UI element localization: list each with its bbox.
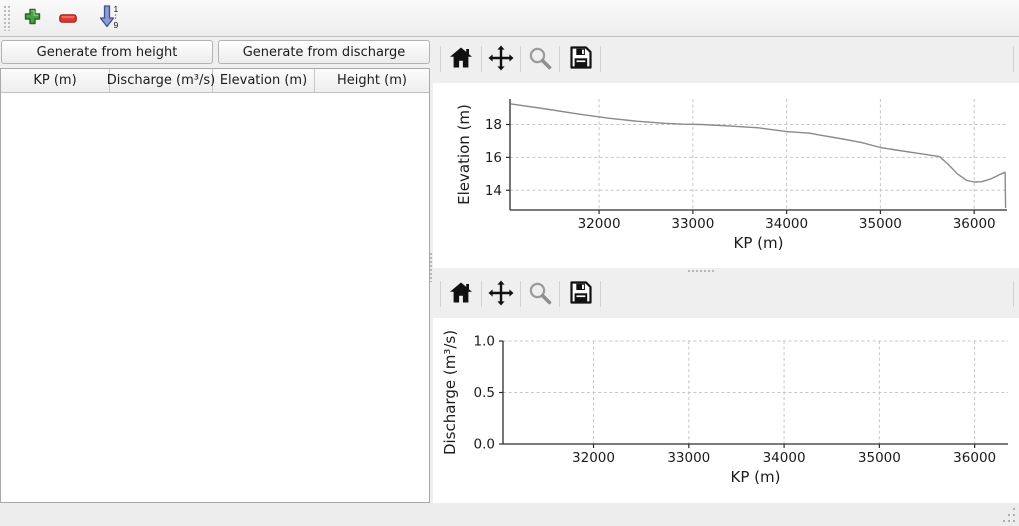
pan-icon [488, 280, 514, 309]
chart-figure: 32000 33000 34000 35000 36000 0.0 0.5 1.0 KP (m)… [441, 330, 1008, 486]
chart-figure: 32000 33000 34000 35000 36000 14 16 18 KP (m) Ele… [455, 99, 1007, 252]
vertical-splitter-handle[interactable] [429, 252, 433, 282]
y-tick-label: 1.0 [474, 334, 495, 350]
main-toolbar: 1 9 [0, 0, 1019, 37]
toolbar-separator [440, 281, 441, 307]
x-axis-label: KP (m) [734, 234, 784, 252]
plus-icon [24, 8, 41, 28]
y-tick-label: 0.5 [474, 385, 495, 401]
generate-from-discharge-button[interactable]: Generate from discharge [218, 40, 430, 64]
x-tick-label: 35000 [859, 216, 902, 232]
sort-descending-icon: 1 9 [97, 4, 120, 32]
toolbar-separator [600, 46, 601, 72]
save-button[interactable] [560, 278, 600, 310]
save-button[interactable] [560, 43, 600, 75]
home-button[interactable] [441, 43, 481, 75]
zoom-icon [527, 280, 553, 309]
profile-table: KP (m) Discharge (m³/s) Elevation (m) He… [0, 68, 430, 503]
x-tick-label: 35000 [858, 450, 901, 466]
zoom-icon [527, 45, 553, 74]
discharge-plot-canvas[interactable]: 32000 33000 34000 35000 36000 0.0 0.5 1.0 KP (m)… [433, 318, 1019, 503]
pan-icon [488, 45, 514, 74]
y-axis-label: Discharge (m³/s) [441, 330, 459, 455]
home-icon [449, 46, 473, 72]
save-icon [568, 280, 593, 308]
home-icon [449, 281, 473, 307]
pan-button[interactable] [482, 43, 520, 75]
column-header-kp[interactable]: KP (m) [1, 69, 110, 92]
x-tick-label: 36000 [953, 216, 996, 232]
generate-from-height-button[interactable]: Generate from height [1, 40, 213, 64]
add-row-button[interactable] [18, 4, 46, 32]
toolbar-separator [559, 46, 560, 72]
x-tick-label: 34000 [765, 216, 808, 232]
horizontal-splitter-handle[interactable] [687, 269, 715, 273]
toolbar-separator [600, 281, 601, 307]
x-tick-label: 36000 [953, 450, 996, 466]
y-tick-label: 0.0 [474, 437, 495, 453]
toolbar-grip[interactable] [3, 5, 10, 31]
table-body[interactable] [1, 93, 429, 502]
y-tick-label: 14 [485, 183, 502, 199]
toolbar-separator [481, 281, 482, 307]
resize-grip-icon[interactable] [1001, 506, 1017, 524]
x-tick-label: 34000 [763, 450, 806, 466]
save-icon [568, 45, 593, 73]
home-button[interactable] [441, 278, 481, 310]
column-header-discharge[interactable]: Discharge (m³/s) [107, 69, 215, 92]
toolbar-separator [1013, 281, 1014, 307]
toolbar-separator [1013, 46, 1014, 72]
elevation-plot-canvas[interactable]: 32000 33000 34000 35000 36000 14 16 18 KP (m) Ele… [433, 83, 1019, 268]
series-line-elevation-profile [510, 103, 1007, 209]
toolbar-separator [520, 46, 521, 72]
minus-icon [59, 11, 77, 26]
x-axis-label: KP (m) [731, 468, 781, 486]
x-tick-label: 33000 [667, 450, 710, 466]
x-tick-label: 32000 [572, 450, 615, 466]
pan-button[interactable] [482, 278, 520, 310]
y-tick-label: 18 [485, 117, 502, 133]
column-header-elevation[interactable]: Elevation (m) [213, 69, 315, 92]
sort-rows-button[interactable]: 1 9 [94, 4, 122, 32]
y-tick-label: 16 [485, 150, 502, 166]
discharge-plot-toolbar [433, 276, 1019, 312]
toolbar-separator [559, 281, 560, 307]
remove-row-button[interactable] [54, 4, 82, 32]
toolbar-separator [520, 281, 521, 307]
elevation-plot-toolbar [433, 41, 1019, 77]
zoom-button[interactable] [521, 278, 559, 310]
x-tick-label: 33000 [671, 216, 714, 232]
toolbar-separator [481, 46, 482, 72]
y-axis-label: Elevation (m) [455, 104, 473, 205]
table-header-row: KP (m) Discharge (m³/s) Elevation (m) He… [1, 69, 429, 93]
sort-badge-top: 1 [113, 4, 118, 14]
toolbar-separator [440, 46, 441, 72]
zoom-button[interactable] [521, 43, 559, 75]
x-tick-label: 32000 [578, 216, 621, 232]
status-bar [0, 503, 1019, 526]
column-header-height[interactable]: Height (m) [337, 73, 407, 88]
sort-badge-bottom: 9 [113, 20, 118, 29]
